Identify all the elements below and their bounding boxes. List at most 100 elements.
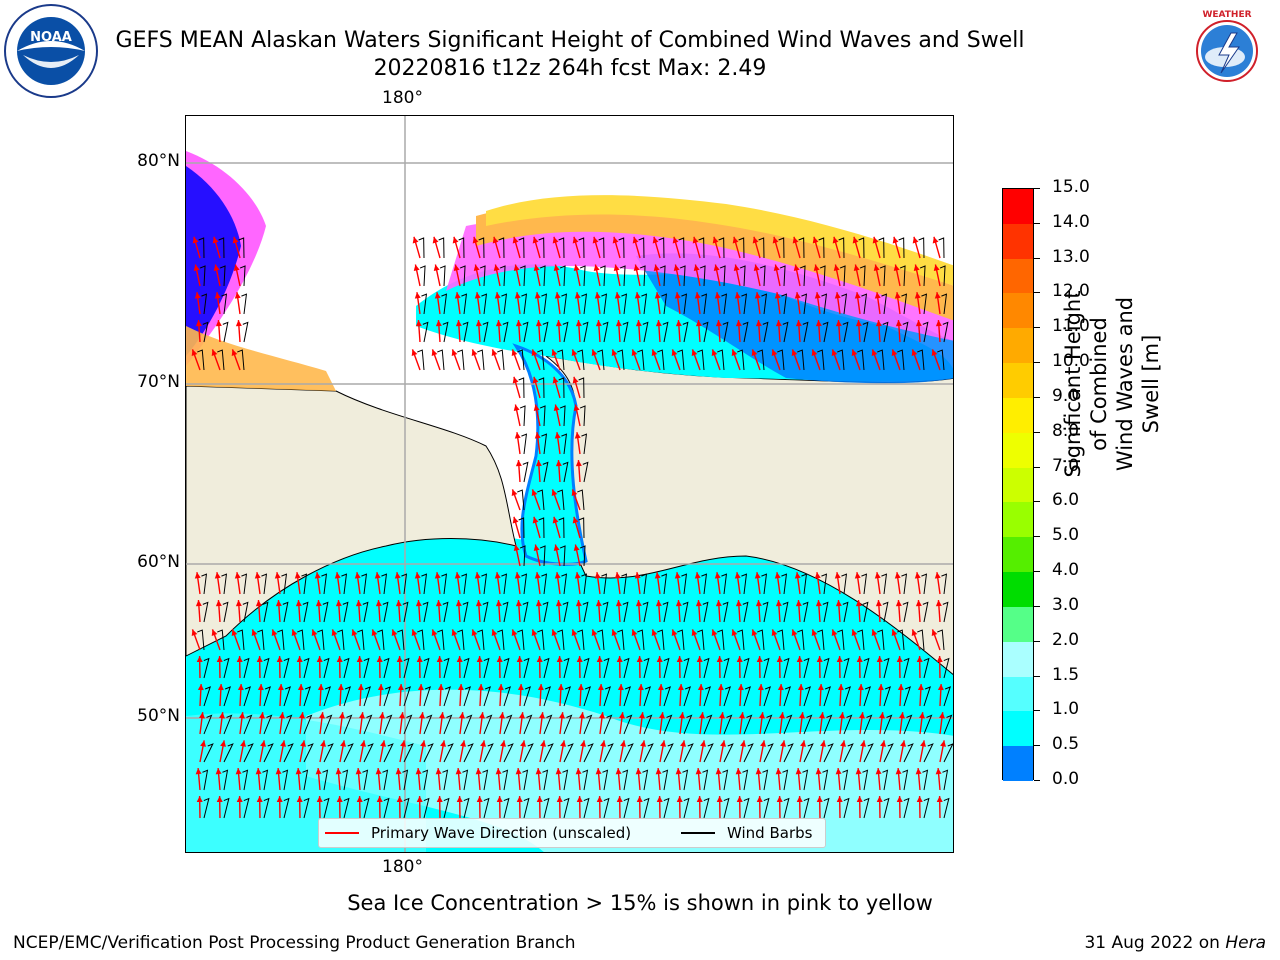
wave-arrow-head	[512, 376, 519, 384]
legend-label-wind-barbs: Wind Barbs	[727, 824, 813, 842]
wind-barb	[643, 797, 650, 819]
wind-barb	[423, 797, 430, 819]
wave-arrow-head	[575, 460, 582, 467]
colorbar-segment	[1003, 746, 1033, 782]
wind-barb	[577, 489, 585, 511]
wave-arrow-head	[194, 292, 201, 299]
wave-arrow-head	[476, 656, 483, 663]
wind-barb	[562, 321, 569, 343]
wind-barb	[219, 265, 226, 287]
wave-arrow-head	[495, 768, 502, 775]
wind-barb	[363, 797, 370, 819]
wave-arrow-head	[691, 349, 698, 356]
wave-arrow-head	[937, 684, 944, 691]
wave-arrow-head	[735, 320, 742, 327]
wave-arrow-head	[835, 320, 842, 327]
wave-arrow-head	[295, 600, 302, 607]
wind-barb	[897, 629, 905, 651]
wave-arrow-head	[371, 629, 378, 636]
wind-barb	[403, 657, 410, 679]
wave-arrow-head	[574, 572, 581, 579]
wave-arrow-head	[471, 629, 478, 636]
legend-swatch-red-line	[325, 832, 359, 834]
wind-barb	[262, 769, 269, 791]
wind-barb	[863, 714, 873, 735]
wind-barb	[581, 433, 588, 455]
wind-barb	[322, 601, 329, 623]
wind-barb	[557, 489, 565, 511]
wind-barb	[817, 629, 825, 651]
wave-arrow-head	[751, 349, 758, 356]
wave-arrow-head	[518, 712, 525, 719]
wave-arrow-head	[195, 600, 202, 607]
wind-barb	[857, 349, 865, 371]
wave-arrow-head	[377, 684, 384, 691]
wind-barb	[382, 601, 389, 623]
wave-arrow-head	[554, 432, 561, 439]
wave-arrow-head	[757, 684, 764, 691]
wind-barb	[483, 657, 490, 679]
wave-arrow-head	[572, 236, 579, 244]
wave-arrow-head	[594, 572, 601, 579]
wave-arrow-head	[797, 684, 804, 691]
wind-barb	[297, 629, 305, 651]
legend-label-wave-dir: Primary Wave Direction (unscaled)	[371, 824, 632, 842]
wave-arrow-head	[755, 320, 762, 327]
wave-arrow-head	[655, 768, 662, 775]
wind-barb	[781, 293, 788, 315]
wind-barb	[822, 321, 829, 343]
wind-barb	[897, 349, 905, 371]
wind-barb	[803, 686, 811, 707]
wind-barb	[559, 405, 566, 427]
colorbar-tick-label: 8.0	[1052, 420, 1080, 441]
lat-label-80n: 80°N	[137, 151, 180, 171]
wind-barb	[717, 629, 725, 651]
wind-barb	[519, 265, 526, 287]
wave-arrow-head	[812, 236, 819, 244]
wind-barb	[522, 769, 529, 791]
wind-barb	[521, 573, 528, 595]
wind-barb	[722, 769, 729, 791]
wave-arrow-head	[614, 572, 621, 579]
wave-arrow-head	[536, 656, 543, 663]
wave-arrow-head	[877, 684, 884, 691]
wave-arrow-head	[318, 712, 325, 719]
wind-barb	[362, 769, 369, 791]
colorbar-tick-mark	[1034, 605, 1040, 607]
wave-arrow-head	[740, 740, 746, 747]
wave-arrow-head	[560, 740, 566, 747]
colorbar-tick-mark	[1034, 292, 1040, 294]
wave-arrow-head	[553, 404, 560, 411]
colorbar-tick-mark	[1034, 780, 1040, 781]
wind-barb	[503, 657, 510, 679]
wave-arrow-head	[612, 236, 619, 244]
wave-arrow-head	[611, 349, 618, 356]
wave-arrow-head	[555, 600, 562, 607]
wind-barb	[377, 629, 385, 651]
colorbar-segment	[1003, 363, 1033, 399]
wind-barb	[281, 573, 288, 595]
wind-barb	[662, 601, 669, 623]
wind-barb	[841, 293, 848, 315]
wave-arrow-head	[831, 629, 838, 636]
wave-arrow-head	[876, 796, 883, 803]
wind-barb	[483, 797, 490, 819]
footer-date: 31 Aug 2022 on Hera	[1084, 933, 1266, 953]
wind-barb	[743, 743, 754, 763]
wind-barb	[597, 349, 605, 371]
wave-arrow-head	[413, 264, 420, 271]
wind-barb	[238, 237, 245, 259]
colorbar-tick-mark	[1034, 466, 1040, 468]
wind-barb	[821, 573, 828, 595]
wind-barb	[682, 769, 689, 791]
wave-arrow-head	[431, 349, 438, 356]
wind-barb	[743, 714, 753, 735]
wave-arrow-head	[551, 629, 558, 636]
wave-arrow-head	[816, 796, 823, 803]
wind-barb	[577, 349, 585, 371]
wave-arrow-head	[475, 768, 482, 775]
wind-barb	[703, 797, 710, 819]
colorbar-tick-mark	[1034, 327, 1040, 329]
wind-barb	[823, 686, 831, 707]
wind-barb	[203, 657, 210, 679]
